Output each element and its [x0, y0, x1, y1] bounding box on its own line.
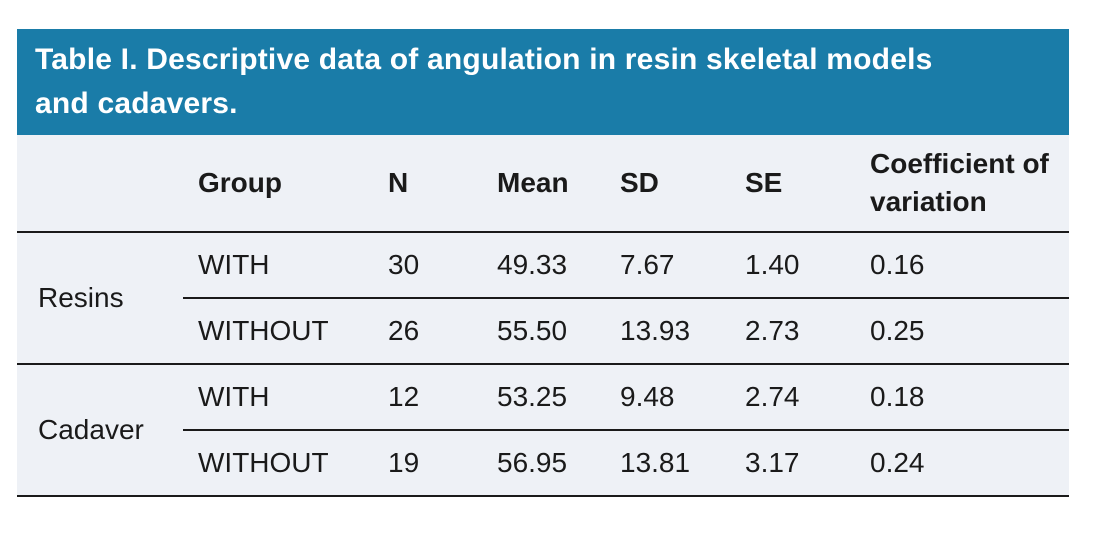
cell-se: 2.74 — [727, 363, 853, 430]
table-figure: Table I. Descriptive data of angulation … — [17, 29, 1069, 497]
row-label-resins: Resins — [38, 282, 124, 313]
cell-group: WITHOUT — [183, 297, 375, 364]
column-header-cov: Coefficient of variation — [853, 135, 1069, 233]
column-header-se: SE — [727, 135, 853, 233]
cell-sd: 9.48 — [610, 363, 727, 430]
cell-group: WITH — [183, 363, 375, 430]
cell-sd: 7.67 — [620, 249, 675, 280]
column-header-row: Group N Mean SD SE Coefficient of variat… — [17, 135, 1069, 233]
cell-cov: 0.16 — [870, 249, 925, 280]
cell-sd: 13.81 — [610, 429, 727, 495]
cell-se: 3.17 — [727, 429, 853, 495]
cell-group: WITH — [198, 249, 270, 280]
cell-mean: 56.95 — [480, 429, 610, 495]
cell-mean: 55.50 — [480, 297, 610, 364]
cell-group: WITHOUT — [183, 429, 375, 495]
row-label-cadaver: Cadaver — [17, 363, 183, 495]
table-row-resins-without: WITHOUT 26 55.50 13.93 2.73 0.25 — [17, 297, 1069, 364]
column-header-blank — [17, 135, 183, 233]
cell-sd: 13.93 — [610, 297, 727, 364]
cell-cov: 0.18 — [853, 363, 1069, 430]
table-row-cadaver-without: WITHOUT 19 56.95 13.81 3.17 0.24 — [17, 429, 1069, 495]
cell-mean: 53.25 — [480, 363, 610, 430]
table-body: Group N Mean SD SE Coefficient of variat… — [17, 135, 1069, 497]
column-header-group: Group — [183, 135, 375, 233]
column-header-sd: SD — [610, 135, 727, 233]
cell-n: 19 — [375, 429, 480, 495]
column-header-mean: Mean — [480, 135, 610, 233]
table-row-resins-with: Resins WITH 30 49.33 7.67 1.40 0.16 — [17, 232, 1069, 313]
cell-mean: 49.33 — [497, 249, 568, 280]
table-title-band: Table I. Descriptive data of angulation … — [17, 29, 1069, 135]
table-row-cadaver-with: Cadaver WITH 12 53.25 9.48 2.74 0.18 — [17, 363, 1069, 495]
data-table: Group N Mean SD SE Coefficient of variat… — [17, 135, 1069, 495]
cell-se: 2.73 — [727, 297, 853, 364]
column-header-n: N — [375, 135, 480, 233]
cell-cov: 0.24 — [853, 429, 1069, 495]
table-title: Table I. Descriptive data of angulation … — [35, 43, 933, 120]
cell-cov: 0.25 — [853, 297, 1069, 364]
cell-n: 26 — [375, 297, 480, 364]
cell-se: 1.40 — [745, 249, 800, 280]
cell-n: 12 — [375, 363, 480, 430]
cell-n: 30 — [388, 249, 420, 280]
